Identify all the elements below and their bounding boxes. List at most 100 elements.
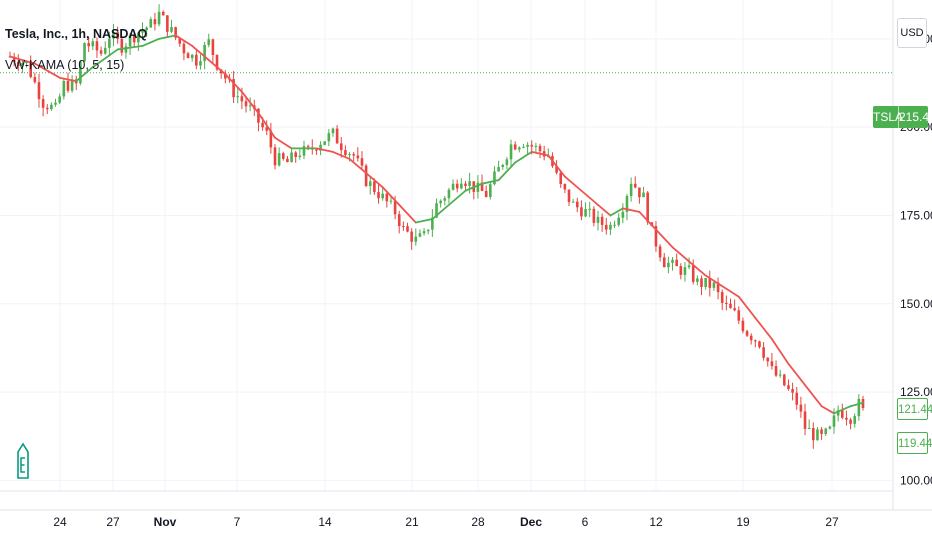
candle-body	[534, 145, 538, 147]
candle-body	[66, 80, 70, 91]
candle-body	[116, 32, 119, 39]
candle-body	[12, 56, 16, 62]
candle-body	[832, 415, 836, 427]
y-tick-label: 125.00	[900, 385, 932, 399]
candle-body	[745, 331, 749, 336]
candle-body	[33, 77, 37, 83]
kama-segment	[833, 405, 852, 415]
candle-body	[50, 104, 53, 110]
candle-body	[741, 320, 745, 332]
candle-body	[592, 208, 596, 223]
candle-body	[306, 146, 310, 148]
indicator-legend[interactable]: VW-KAMA (10, 5, 15)	[5, 58, 125, 72]
kama-segment	[398, 203, 417, 224]
candle-body	[70, 79, 74, 91]
e-logo-icon[interactable]	[15, 440, 31, 485]
candle-body	[451, 183, 455, 190]
candle-body	[803, 411, 807, 429]
candle-body	[567, 189, 571, 203]
candle-body	[787, 385, 790, 389]
candle-body	[368, 181, 372, 186]
x-tick-label: 19	[736, 515, 750, 529]
kama-value-tag: 121.44	[897, 398, 932, 420]
currency-button[interactable]: USD	[897, 18, 927, 48]
y-tick-label: 100.00	[900, 473, 932, 487]
symbol-label: TSLA	[873, 106, 903, 128]
candle-body	[845, 417, 848, 420]
kama-segment	[638, 211, 657, 231]
candle-body	[157, 11, 161, 25]
candle-body	[290, 152, 293, 163]
candle-body	[323, 141, 326, 145]
candle-body	[240, 96, 244, 102]
kama-segment	[804, 384, 823, 408]
kama-segment	[671, 246, 690, 263]
candle-body	[575, 201, 579, 208]
y-tick-label: 150.00	[900, 297, 932, 311]
kama-segment	[721, 285, 740, 298]
kama-segment	[849, 401, 864, 408]
candle-body	[497, 166, 500, 172]
candle-body	[339, 143, 343, 151]
candle-body	[178, 37, 182, 44]
candle-body	[257, 108, 260, 123]
x-tick-label: 6	[582, 515, 589, 529]
kama-segment	[597, 203, 612, 217]
candle-body	[704, 277, 707, 288]
candle-body	[335, 128, 339, 144]
candle-body	[269, 130, 273, 148]
candle-body	[836, 410, 840, 416]
candle-body	[203, 44, 206, 62]
kama-segment	[414, 218, 434, 224]
kama-segment	[464, 182, 483, 192]
candle-body	[145, 27, 148, 31]
candle-body	[762, 347, 765, 358]
kama-segment	[141, 37, 160, 47]
kama-segment	[754, 317, 773, 341]
candle-body	[273, 147, 277, 166]
candle-body	[211, 39, 215, 55]
candle-body	[708, 277, 712, 288]
kama-segment	[348, 158, 368, 174]
candle-body	[174, 27, 177, 38]
candle-body	[613, 224, 616, 226]
candle-body	[642, 192, 645, 198]
chart-title: Tesla, Inc., 1h, NASDAQ	[5, 27, 148, 41]
candle-body	[749, 335, 753, 341]
candle-body	[281, 153, 285, 159]
candle-body	[215, 54, 219, 70]
candle-body	[406, 226, 409, 232]
candle-body	[37, 82, 41, 100]
candle-body	[195, 54, 198, 66]
x-tick-label: Nov	[154, 515, 177, 529]
candle-body	[522, 146, 525, 148]
kama-segment	[207, 59, 227, 76]
candle-body	[555, 166, 558, 173]
kama-segment	[33, 62, 61, 79]
candle-body	[393, 200, 397, 215]
candle-body	[766, 357, 770, 362]
x-tick-label: Dec	[520, 515, 542, 529]
candle-body	[691, 265, 695, 282]
candle-body	[331, 128, 335, 134]
kama-segment	[191, 45, 210, 61]
kama-segment	[58, 76, 78, 83]
candle-body	[410, 231, 413, 242]
kama-segment	[224, 73, 243, 93]
kama-segment	[704, 274, 724, 288]
kama-segment	[688, 260, 707, 277]
candle-body	[774, 366, 778, 376]
kama-segment	[481, 179, 500, 185]
candle-body	[87, 43, 90, 47]
candle-body	[112, 32, 115, 39]
candle-body	[166, 15, 169, 32]
candle-body	[758, 341, 761, 348]
candle-body	[683, 267, 687, 275]
candle-body	[857, 398, 861, 417]
candle-body	[828, 426, 832, 429]
candle-body	[629, 183, 633, 197]
candle-body	[667, 262, 670, 268]
candle-body	[149, 19, 153, 28]
kama-segment	[174, 34, 194, 47]
